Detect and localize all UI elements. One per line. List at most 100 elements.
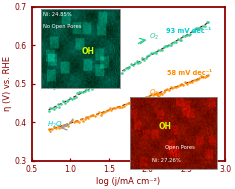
Point	[135, 59, 138, 62]
Point	[84, 115, 88, 118]
Point	[67, 124, 70, 127]
Point	[207, 74, 210, 77]
Point	[54, 105, 58, 108]
Point	[167, 44, 171, 47]
Y-axis label: η (V) vs. RHE: η (V) vs. RHE	[4, 56, 12, 111]
Point	[198, 26, 201, 29]
Point	[65, 100, 68, 103]
Point	[169, 86, 172, 89]
Point	[201, 75, 205, 78]
Point	[144, 95, 147, 98]
Point	[115, 105, 119, 108]
Point	[180, 83, 183, 86]
Point	[86, 89, 90, 92]
Point	[185, 33, 189, 36]
Point	[115, 73, 119, 76]
Point	[147, 54, 151, 57]
Point	[77, 120, 81, 123]
Point	[58, 126, 61, 129]
Point	[95, 113, 99, 116]
Point	[163, 89, 167, 92]
Point	[156, 91, 160, 94]
Point	[153, 93, 157, 96]
Text: O$_2$: O$_2$	[149, 88, 160, 98]
Point	[48, 129, 52, 132]
Point	[190, 29, 194, 32]
Point	[79, 91, 83, 94]
Point	[86, 116, 90, 119]
Point	[163, 45, 167, 48]
Point	[176, 37, 180, 40]
Point	[88, 86, 92, 89]
Text: O$_2$: O$_2$	[149, 32, 160, 42]
Point	[48, 107, 52, 110]
Point	[205, 20, 208, 23]
Point	[61, 124, 65, 127]
Point	[181, 84, 185, 87]
Point	[188, 80, 192, 83]
Point	[113, 73, 117, 76]
Point	[97, 82, 101, 85]
Point	[108, 75, 112, 78]
Point	[128, 66, 131, 69]
Text: OH: OH	[158, 122, 171, 131]
Point	[137, 99, 140, 102]
Point	[77, 91, 81, 94]
Point	[156, 49, 160, 52]
Point	[72, 120, 76, 123]
Point	[180, 38, 183, 41]
Point	[50, 127, 54, 130]
Text: Open Pores: Open Pores	[165, 145, 195, 150]
Point	[167, 88, 171, 91]
Point	[68, 96, 72, 99]
Point	[47, 127, 51, 130]
Point	[59, 102, 63, 105]
Point	[140, 57, 144, 60]
Point	[183, 35, 187, 38]
Point	[178, 39, 182, 42]
Point	[198, 77, 201, 80]
Point	[129, 62, 133, 65]
Point	[133, 62, 137, 65]
Point	[192, 30, 196, 33]
Point	[124, 67, 128, 70]
Point	[176, 84, 180, 88]
Point	[160, 49, 164, 52]
Point	[147, 94, 151, 97]
Point	[120, 105, 124, 108]
Point	[110, 108, 113, 111]
Point	[162, 45, 165, 48]
Point	[68, 121, 72, 124]
Point	[75, 92, 79, 95]
Point	[140, 96, 144, 99]
Point	[92, 114, 95, 117]
Point	[104, 80, 108, 83]
Point	[90, 87, 94, 90]
Text: Ni: 27.26%: Ni: 27.26%	[152, 158, 181, 163]
Point	[52, 107, 56, 110]
Point	[54, 127, 58, 130]
Point	[70, 119, 74, 122]
Point	[171, 87, 174, 90]
Point	[199, 26, 203, 29]
Point	[79, 118, 83, 121]
Point	[117, 106, 121, 109]
Point	[81, 119, 85, 122]
Point	[56, 125, 59, 128]
Text: OH: OH	[82, 47, 95, 56]
Point	[174, 85, 178, 88]
Point	[194, 79, 198, 82]
Point	[137, 62, 140, 65]
Point	[122, 104, 126, 107]
Point	[158, 92, 162, 95]
Point	[92, 86, 95, 89]
Point	[63, 101, 67, 104]
Point	[192, 79, 196, 82]
Point	[95, 84, 99, 88]
Point	[144, 57, 147, 60]
Point	[190, 81, 194, 84]
Text: H$_2$O: H$_2$O	[47, 83, 63, 93]
Point	[201, 25, 205, 28]
Point	[145, 96, 149, 99]
Point	[149, 93, 153, 96]
